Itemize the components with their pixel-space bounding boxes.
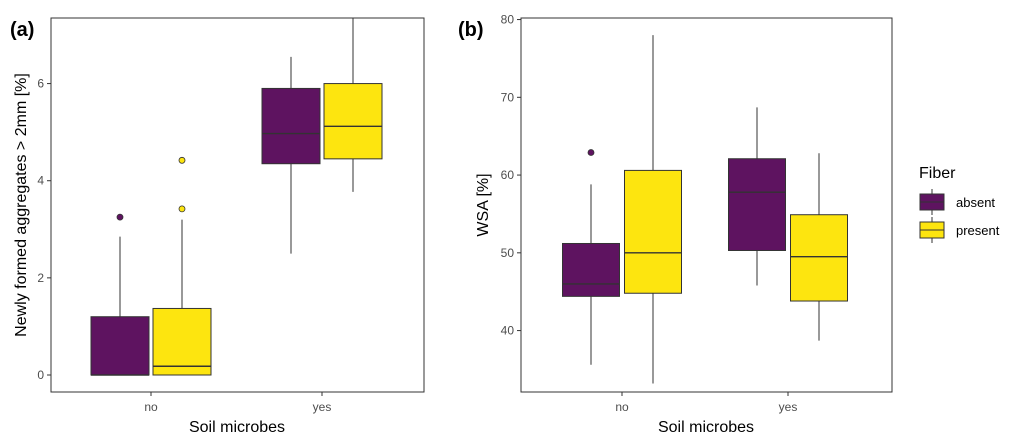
box-body	[90, 316, 150, 376]
x-tick-label: no	[144, 400, 158, 414]
y-tick-label: 4	[37, 174, 44, 188]
y-tick-label: 50	[501, 246, 515, 260]
y-tick-label: 80	[501, 13, 515, 27]
y-tick-label: 60	[501, 168, 515, 182]
panel-a-label: (a)	[10, 19, 34, 41]
panel-b-marks: 40 50 60 70 80 no yes	[501, 13, 848, 414]
box-outlier	[178, 156, 186, 164]
y-tick-label: 2	[37, 271, 44, 285]
panel-a: (a) 0 2 4 6 no yes Soil microbes Newly formed…	[10, 17, 425, 436]
panel-b-y-title: WSA [%]	[475, 173, 492, 236]
legend-item-label: present	[956, 223, 1000, 238]
y-tick-label: 40	[501, 324, 515, 338]
box-body	[323, 83, 383, 160]
box-body	[152, 307, 212, 376]
box-outlier	[178, 205, 186, 213]
panel-a-x-title: Soil microbes	[189, 419, 285, 436]
x-tick-label: yes	[313, 400, 332, 414]
box-body	[624, 169, 682, 294]
x-tick-label: no	[615, 400, 629, 414]
y-tick-label: 0	[37, 368, 44, 382]
panel-b-x-title: Soil microbes	[658, 419, 754, 436]
box-outlier	[116, 213, 124, 221]
legend-item-label: absent	[956, 195, 995, 210]
legend: Fiber absent present	[919, 165, 1000, 243]
panel-b: (b) 40 50 60 70 80 no yes Soil microbes WSA [%…	[458, 13, 893, 436]
legend-title: Fiber	[919, 165, 956, 182]
box-outlier	[587, 149, 595, 156]
y-tick-label: 6	[37, 77, 44, 91]
box-body	[728, 158, 786, 251]
panel-a-marks: 0 2 4 6 no yes	[37, 18, 383, 414]
legend-keys: absent present	[919, 189, 1000, 243]
panel-b-plot-area	[520, 17, 893, 393]
x-tick-label: yes	[779, 400, 798, 414]
panel-b-label: (b)	[458, 19, 484, 41]
y-tick-label: 70	[501, 90, 515, 104]
box-body	[562, 242, 620, 297]
box-body	[790, 214, 848, 302]
box-body	[261, 87, 321, 165]
panel-a-y-title: Newly formed aggregates > 2mm [%]	[13, 73, 30, 337]
